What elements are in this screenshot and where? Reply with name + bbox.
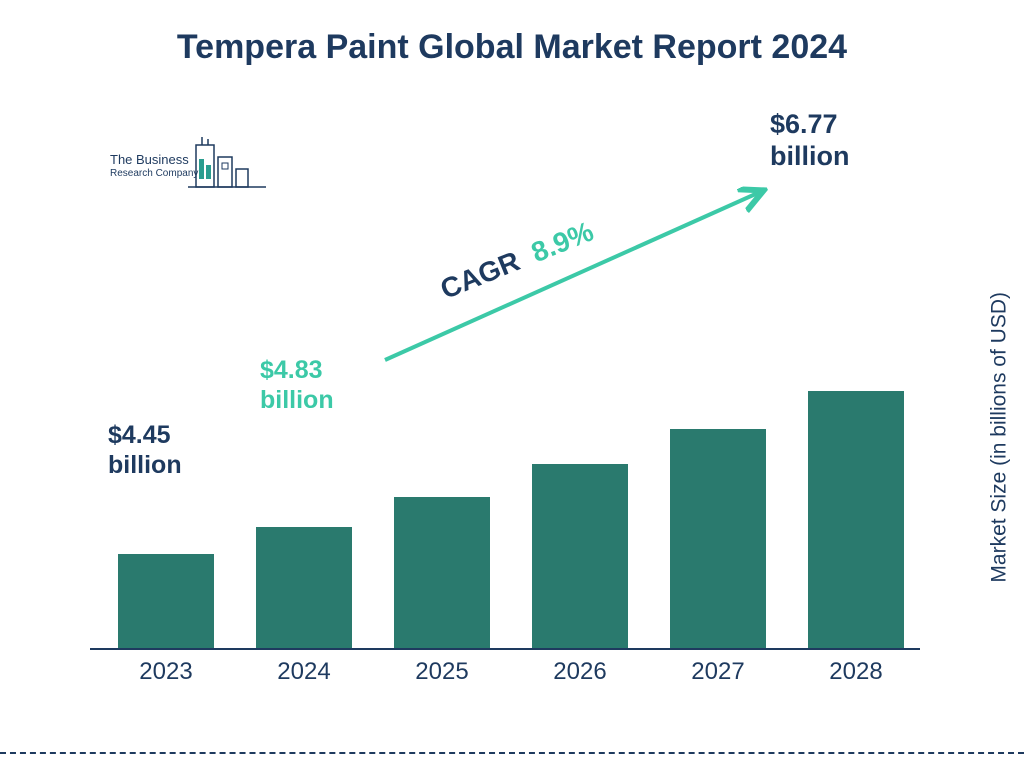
x-axis-line [90, 648, 920, 650]
bar-2028 [808, 391, 904, 648]
bar-2025 [394, 497, 490, 648]
callout-unit: billion [108, 450, 182, 480]
bar-2023 [118, 554, 214, 649]
x-label-2025: 2025 [394, 658, 490, 686]
callout-value: $4.45 [108, 420, 182, 450]
cagr-label: CAGR 8.9% [436, 216, 598, 306]
value-callout-2028: $6.77 billion [770, 108, 920, 173]
x-label-2027: 2027 [670, 658, 766, 686]
callout-unit: billion [260, 385, 334, 415]
chart-title: Tempera Paint Global Market Report 2024 [0, 28, 1024, 67]
x-label-2026: 2026 [532, 658, 628, 686]
bar-chart: CAGR 8.9% $4.45 billion $4.83 billion $6… [90, 130, 920, 690]
callout-value: $6.77 billion [770, 108, 920, 173]
cagr-word: CAGR [436, 245, 524, 305]
value-callout-2023: $4.45 billion [108, 420, 182, 480]
y-axis-label: Market Size (in billions of USD) [988, 292, 1012, 583]
x-label-2024: 2024 [256, 658, 352, 686]
cagr-arrow [90, 130, 920, 690]
bar-2024 [256, 527, 352, 648]
value-callout-2024: $4.83 billion [260, 355, 334, 415]
x-label-2023: 2023 [118, 658, 214, 686]
x-label-2028: 2028 [808, 658, 904, 686]
cagr-value: 8.9% [527, 216, 598, 269]
callout-value: $4.83 [260, 355, 334, 385]
bar-2026 [532, 464, 628, 648]
footer-divider [0, 752, 1024, 754]
bar-2027 [670, 429, 766, 648]
